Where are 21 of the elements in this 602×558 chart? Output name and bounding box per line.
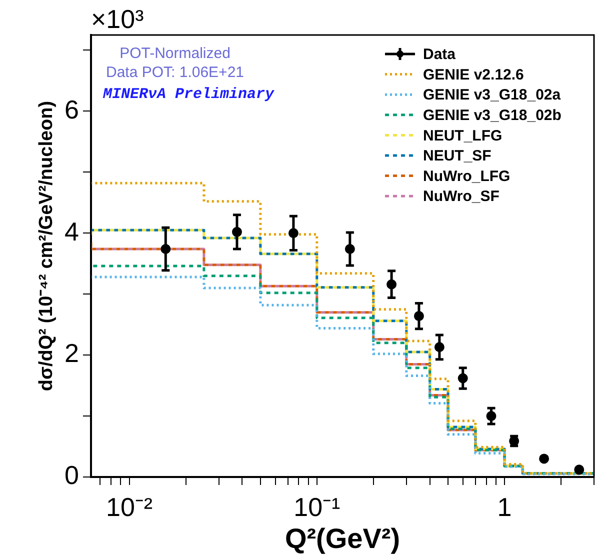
legend-label: NuWro_SF	[423, 188, 500, 206]
legend-label: GENIE v2.12.6	[423, 66, 524, 84]
annotation: MINERνA Preliminary	[102, 86, 276, 103]
legend-label: NEUT_SF	[423, 148, 492, 165]
text: ×10³	[91, 4, 144, 34]
x-axis-title: Q²(GeV²)	[284, 523, 400, 554]
y-tick-label: 0	[64, 460, 79, 490]
x-tick-label: 10⁻¹	[294, 492, 341, 522]
y-axis-title: dσ/dQ² (10⁻⁴² cm²/GeV²/nucleon)	[36, 100, 57, 392]
legend-label: NuWro_LFG	[423, 168, 510, 185]
annotation: Data POT: 1.06E+21	[106, 64, 244, 81]
y-tick-label: 6	[64, 94, 79, 124]
x-tick-label: 1	[497, 492, 512, 522]
legend-label: GENIE v3_G18_02b	[423, 107, 562, 124]
y-tick-label: 4	[64, 216, 79, 246]
x-tick-label: 10⁻²	[106, 492, 153, 522]
annotation: POT-Normalized	[120, 45, 230, 62]
legend-label: NEUT_LFG	[423, 127, 502, 144]
legend-label: Data	[423, 46, 456, 64]
y-tick-label: 2	[64, 338, 79, 368]
legend-label: GENIE v3_G18_02a	[423, 86, 562, 104]
